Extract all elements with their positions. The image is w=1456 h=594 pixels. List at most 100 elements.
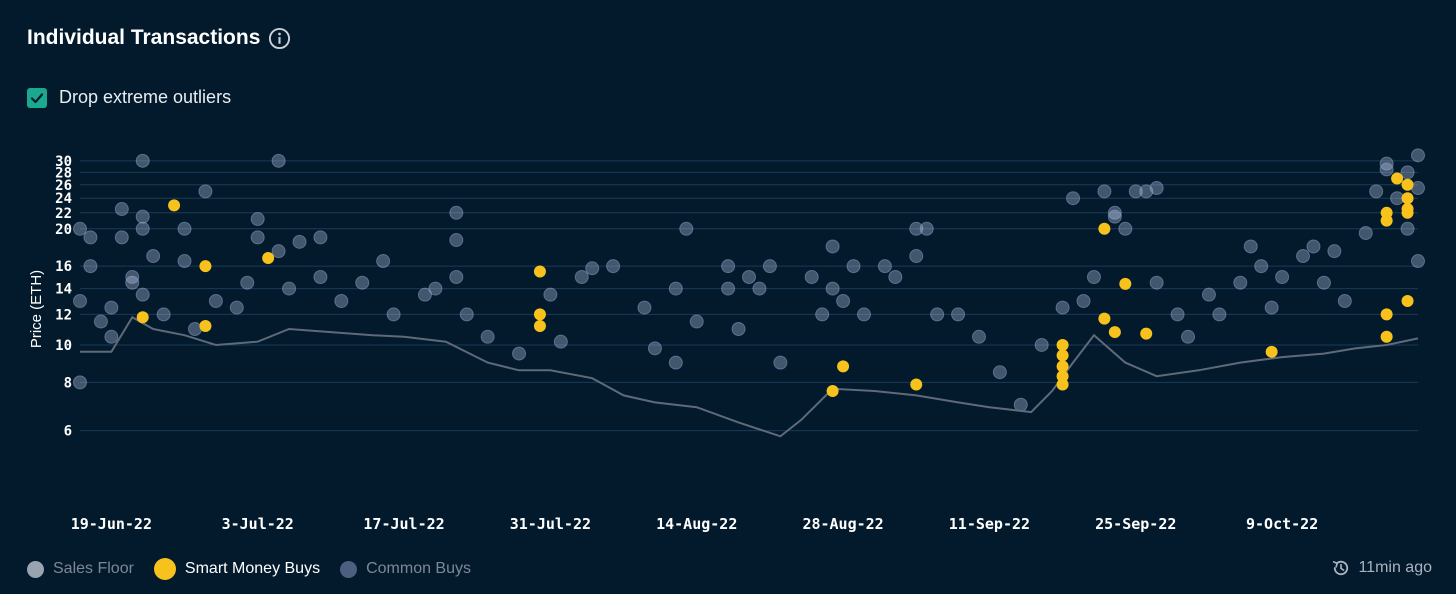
drop-outliers-label: Drop extreme outliers (59, 87, 232, 107)
common-buy-point (679, 221, 694, 236)
common-buy-point (449, 233, 464, 248)
y-tick-label: 30 (55, 154, 72, 170)
common-buy-point (104, 329, 119, 344)
common-buy-point (668, 281, 683, 296)
common-buy-point (1170, 307, 1185, 322)
common-buy-point (449, 205, 464, 220)
common-buy-point (271, 244, 286, 259)
smart-money-buy-point (1140, 327, 1153, 340)
smart-money-buy-point (1380, 214, 1393, 227)
common-buy-point (156, 307, 171, 322)
drop-outliers-checkbox[interactable] (27, 87, 47, 108)
smart-money-buy-point (262, 252, 275, 265)
smart-money-buy-point (1401, 192, 1414, 205)
smart-money-buy-point (1056, 370, 1069, 383)
common-buy-point (731, 321, 746, 336)
common-buy-point (585, 261, 600, 276)
history-clock-icon (1333, 560, 1349, 576)
y-tick-label: 8 (64, 375, 72, 391)
common-buy-point (480, 329, 495, 344)
common-buy-point (355, 275, 370, 290)
common-buy-point (428, 281, 443, 296)
common-buy-point (1034, 337, 1049, 352)
legend-item-smart-money[interactable]: Smart Money Buys (153, 558, 321, 580)
smart-money-buy-point (199, 260, 212, 273)
common-buy-point (1411, 254, 1425, 269)
common-buy-point (177, 221, 192, 236)
common-buy-point (668, 355, 683, 370)
legend-label-smart-money: Smart Money Buys (184, 560, 321, 577)
common-buy-point (313, 230, 328, 245)
y-tick-label: 28 (55, 165, 72, 181)
common-buy-point (1013, 397, 1028, 412)
common-buy-point (1337, 293, 1352, 308)
smart-money-buy-point (1401, 178, 1414, 191)
common-buy-point (1379, 156, 1394, 171)
smart-money-buy-point (1056, 338, 1069, 351)
common-buy-point (1212, 307, 1227, 322)
common-buy-point (919, 221, 934, 236)
y-tick-label: 24 (55, 191, 72, 207)
smart-money-buy-point (1108, 326, 1121, 339)
common-buy-point (637, 300, 652, 315)
legend-item-common-buys[interactable]: Common Buys (340, 560, 471, 578)
info-circle-icon[interactable] (268, 27, 291, 50)
common-buy-point (125, 270, 140, 285)
smart-money-buy-point (1401, 206, 1414, 219)
common-buy-point (135, 153, 150, 168)
common-buy-point (825, 281, 840, 296)
common-buy-point (73, 375, 87, 390)
common-buy-point (1254, 259, 1269, 274)
common-buy-point (951, 307, 966, 322)
common-buy-point (1107, 209, 1122, 224)
x-tick-label: 17-Jul-22 (363, 515, 444, 533)
common-buy-point (971, 329, 986, 344)
common-buy-point (1358, 226, 1373, 241)
common-buy-point (83, 230, 98, 245)
common-buy-point (752, 281, 767, 296)
last-updated-label: 11min ago (1358, 559, 1432, 576)
y-tick-label: 10 (55, 338, 72, 354)
common-buy-point (104, 300, 119, 315)
smart-money-buy-point (1056, 360, 1069, 373)
common-buy-point (177, 254, 192, 269)
common-buy-point (856, 307, 871, 322)
common-buy-point (804, 270, 819, 285)
common-buy-point (271, 153, 286, 168)
common-buy-point (1149, 275, 1164, 290)
common-buy-point (240, 275, 255, 290)
common-buy-point (1316, 275, 1331, 290)
common-buy-point (229, 300, 244, 315)
common-buy-point (689, 314, 704, 329)
chart-title: Individual Transactions (27, 26, 261, 49)
common-buy-point (250, 212, 265, 227)
x-tick-label: 19-Jun-22 (71, 515, 152, 533)
common-buy-point (1149, 181, 1164, 196)
common-buy-point (135, 221, 150, 236)
common-buy-point (1411, 148, 1425, 163)
common-buy-point (208, 293, 223, 308)
common-buy-point (512, 346, 527, 361)
common-buy-point (1327, 244, 1342, 259)
common-buy-point (73, 293, 87, 308)
y-tick-label: 16 (55, 259, 72, 275)
smart-money-buy-point (826, 384, 839, 397)
last-updated: 11min ago (1331, 558, 1432, 578)
common-buy-point (1086, 270, 1101, 285)
common-buy-point (836, 293, 851, 308)
x-tick-label: 25-Sep-22 (1095, 515, 1176, 533)
sales-floor-line (80, 315, 1419, 438)
x-tick-label: 31-Jul-22 (510, 515, 591, 533)
common-buy-point (135, 287, 150, 302)
common-buy-point (1107, 205, 1122, 220)
drop-outliers-toggle[interactable]: Drop extreme outliers (27, 87, 231, 108)
legend-label-sales-floor: Sales Floor (53, 560, 134, 577)
smart-money-buy-point (1056, 378, 1069, 391)
common-buy-point (114, 230, 129, 245)
y-tick-label: 22 (55, 206, 72, 222)
smart-money-buy-point (1098, 312, 1111, 325)
common-buy-point (386, 307, 401, 322)
legend-item-sales-floor[interactable]: Sales Floor (27, 560, 134, 578)
common-buy-point (1264, 300, 1279, 315)
common-buy-point (992, 365, 1007, 380)
